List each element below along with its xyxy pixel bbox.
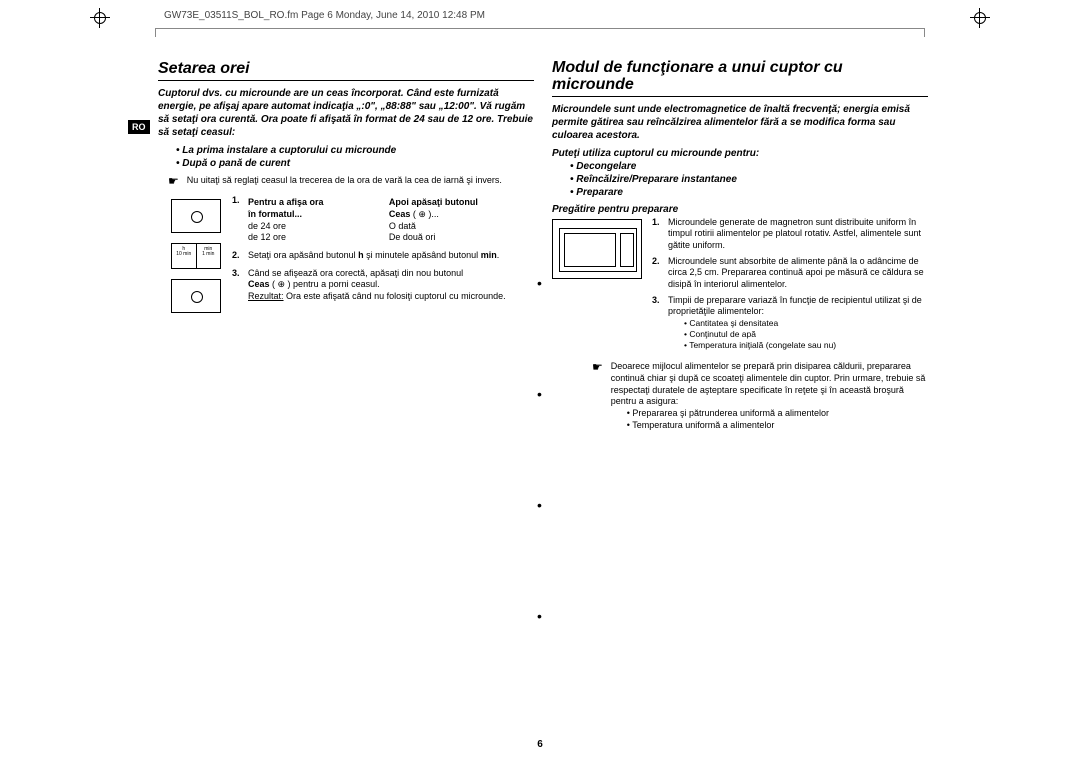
note-bullet: Prepararea şi pătrunderea uniformă a ali… [627, 408, 928, 420]
right-note-text: Deoarece mijlocul alimentelor se prepară… [611, 361, 928, 408]
right-note: ☛ Deoarece mijlocul alimentelor se prepa… [592, 361, 928, 431]
ol-number: 3. [652, 295, 668, 352]
right-ol-wrap: 1. Microundele generate de magnetron sun… [552, 217, 928, 356]
right-utilize-heading: Puteţi utiliza cuptorul cu microunde pen… [552, 148, 928, 159]
btn-min: min1 min [197, 244, 221, 268]
right-uses-list: Decongelare Reîncălzire/Preparare instan… [552, 161, 928, 198]
right-ordered-list: 1. Microundele generate de magnetron sun… [652, 217, 928, 356]
pointer-icon: ☛ [592, 360, 603, 431]
ol-row: 1. Microundele generate de magnetron sun… [652, 217, 928, 252]
ol-text: Microundele sunt absorbite de alimente p… [668, 256, 928, 291]
microwave-figure [552, 219, 642, 279]
use-bullet: Decongelare [570, 161, 928, 172]
register-mark-tl [90, 8, 110, 28]
ol-row: 2. Microundele sunt absorbite de aliment… [652, 256, 928, 291]
right-note-body: Deoarece mijlocul alimentelor se prepară… [611, 361, 928, 431]
right-intro: Microundele sunt unde electromagnetice d… [552, 103, 928, 142]
left-bullet: După o pană de curent [176, 158, 534, 169]
left-note: ☛ Nu uitaţi să reglaţi ceasul la trecere… [168, 175, 534, 190]
hour-min-buttons-icon: h10 min min1 min [171, 243, 221, 269]
left-intro: Cuptorul dvs. cu microunde are un ceas î… [158, 87, 534, 139]
right-column: Modul de funcţionare a unui cuptor cu mi… [552, 60, 928, 437]
crop-mark-top [155, 28, 925, 29]
ol-text-group: Timpii de preparare variază în funcţie d… [668, 295, 928, 352]
ol-number: 1. [652, 217, 668, 252]
step1-col1: Pentru a afişa ora în formatul... de 24 … [248, 197, 365, 244]
step-number: 1. [232, 195, 248, 244]
step-row: 1. Pentru a afişa ora în formatul... de … [232, 195, 506, 244]
binding-dots: •••• [537, 275, 542, 719]
steps-table: h10 min min1 min 1. Pentru a afişa ora î… [158, 195, 534, 313]
language-badge: RO [128, 120, 150, 134]
sub-bullet: Cantitatea şi densitatea [684, 318, 928, 329]
ol-number: 2. [652, 256, 668, 291]
left-bullet: La prima instalare a cuptorului cu micro… [176, 145, 534, 156]
left-title: Setarea orei [158, 60, 534, 81]
page-header-meta: GW73E_03511S_BOL_RO.fm Page 6 Monday, Ju… [164, 10, 485, 21]
ol-row: 3. Timpii de preparare variază în funcţi… [652, 295, 928, 352]
right-prep-heading: Pregătire pentru preparare [552, 204, 928, 215]
step-body: Pentru a afişa ora în formatul... de 24 … [248, 195, 506, 244]
left-bullet-list: La prima instalare a cuptorului cu micro… [158, 145, 534, 169]
use-bullet: Reîncălzire/Preparare instantanee [570, 174, 928, 185]
ol-sub-bullets: Cantitatea şi densitatea Conţinutul de a… [684, 318, 928, 351]
pointer-icon: ☛ [168, 174, 179, 190]
step1-col2: Apoi apăsaţi butonul Ceas ( ⊕ )... O dat… [389, 197, 506, 244]
icon-column: h10 min min1 min [168, 199, 224, 313]
sub-bullet: Conţinutul de apă [684, 329, 928, 340]
sub-bullet: Temperatura iniţială (congelate sau nu) [684, 340, 928, 351]
register-mark-tr [970, 8, 990, 28]
steps-content: 1. Pentru a afişa ora în formatul... de … [232, 195, 506, 313]
use-bullet: Preparare [570, 187, 928, 198]
clock-display-icon-2 [171, 279, 221, 313]
clock-display-icon [171, 199, 221, 233]
page-number: 6 [537, 739, 543, 750]
step-body: Când se afişează ora corectă, apăsaţi di… [248, 268, 506, 303]
step-number: 2. [232, 250, 248, 262]
step-row: 2. Setaţi ora apăsând butonul h şi minut… [232, 250, 506, 262]
page-columns: Setarea orei Cuptorul dvs. cu microunde … [158, 60, 928, 437]
step-body: Setaţi ora apăsând butonul h şi minutele… [248, 250, 506, 262]
left-note-text: Nu uitaţi să reglaţi ceasul la trecerea … [187, 175, 502, 190]
step-number: 3. [232, 268, 248, 303]
right-title: Modul de funcţionare a unui cuptor cu mi… [552, 60, 928, 97]
ol-text: Timpii de preparare variază în funcţie d… [668, 295, 928, 318]
step-row: 3. Când se afişează ora corectă, apăsaţi… [232, 268, 506, 303]
right-note-bullets: Prepararea şi pătrunderea uniformă a ali… [627, 408, 928, 431]
ol-text: Microundele generate de magnetron sunt d… [668, 217, 928, 252]
btn-h: h10 min [172, 244, 197, 268]
note-bullet: Temperatura uniformă a alimentelor [627, 420, 928, 432]
left-column: Setarea orei Cuptorul dvs. cu microunde … [158, 60, 534, 437]
